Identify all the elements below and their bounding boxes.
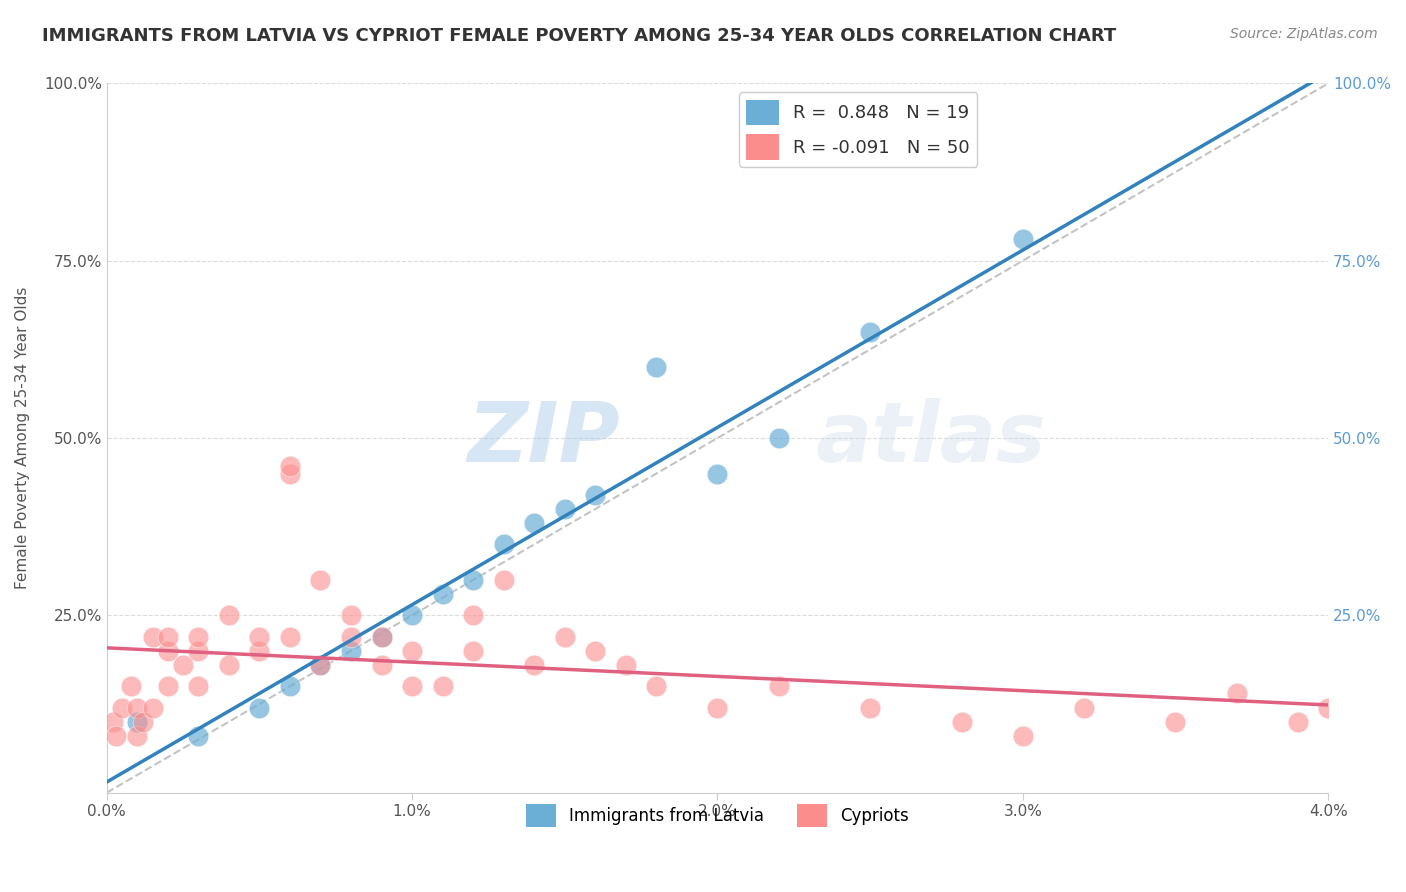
Point bbox=[370, 630, 392, 644]
Point bbox=[249, 700, 271, 714]
Point bbox=[401, 608, 423, 623]
Point bbox=[309, 573, 332, 587]
Point bbox=[1286, 714, 1309, 729]
Point bbox=[249, 644, 271, 658]
Point bbox=[768, 679, 790, 693]
Point bbox=[187, 644, 209, 658]
Point bbox=[249, 630, 271, 644]
Point bbox=[492, 537, 515, 551]
Point bbox=[401, 679, 423, 693]
Point bbox=[1225, 686, 1247, 700]
Point bbox=[187, 630, 209, 644]
Point bbox=[1317, 700, 1340, 714]
Point bbox=[859, 700, 882, 714]
Point bbox=[156, 630, 179, 644]
Point bbox=[104, 729, 127, 743]
Point bbox=[706, 467, 728, 481]
Point bbox=[583, 488, 606, 502]
Point bbox=[1011, 729, 1033, 743]
Point bbox=[583, 644, 606, 658]
Point bbox=[1073, 700, 1095, 714]
Point bbox=[111, 700, 134, 714]
Point bbox=[127, 714, 149, 729]
Point bbox=[156, 644, 179, 658]
Point bbox=[278, 459, 301, 474]
Point bbox=[187, 679, 209, 693]
Text: IMMIGRANTS FROM LATVIA VS CYPRIOT FEMALE POVERTY AMONG 25-34 YEAR OLDS CORRELATI: IMMIGRANTS FROM LATVIA VS CYPRIOT FEMALE… bbox=[42, 27, 1116, 45]
Point bbox=[1011, 232, 1033, 246]
Point bbox=[463, 608, 485, 623]
Point bbox=[127, 700, 149, 714]
Point bbox=[432, 587, 454, 601]
Point bbox=[309, 658, 332, 673]
Point bbox=[218, 658, 240, 673]
Point bbox=[278, 679, 301, 693]
Point bbox=[370, 658, 392, 673]
Point bbox=[187, 729, 209, 743]
Y-axis label: Female Poverty Among 25-34 Year Olds: Female Poverty Among 25-34 Year Olds bbox=[15, 287, 30, 590]
Point bbox=[768, 431, 790, 445]
Point bbox=[492, 573, 515, 587]
Point bbox=[859, 325, 882, 339]
Text: ZIP: ZIP bbox=[467, 398, 620, 478]
Point bbox=[278, 630, 301, 644]
Point bbox=[554, 502, 576, 516]
Point bbox=[172, 658, 194, 673]
Point bbox=[156, 679, 179, 693]
Point bbox=[950, 714, 973, 729]
Point bbox=[132, 714, 155, 729]
Point bbox=[101, 714, 124, 729]
Point bbox=[523, 658, 546, 673]
Point bbox=[432, 679, 454, 693]
Point bbox=[370, 630, 392, 644]
Point bbox=[340, 644, 363, 658]
Point bbox=[463, 573, 485, 587]
Point bbox=[127, 729, 149, 743]
Point bbox=[523, 516, 546, 530]
Legend: Immigrants from Latvia, Cypriots: Immigrants from Latvia, Cypriots bbox=[519, 797, 915, 834]
Point bbox=[142, 700, 165, 714]
Point bbox=[340, 630, 363, 644]
Point bbox=[142, 630, 165, 644]
Point bbox=[645, 679, 668, 693]
Point bbox=[463, 644, 485, 658]
Point bbox=[401, 644, 423, 658]
Point bbox=[706, 700, 728, 714]
Text: atlas: atlas bbox=[815, 398, 1046, 478]
Text: Source: ZipAtlas.com: Source: ZipAtlas.com bbox=[1230, 27, 1378, 41]
Point bbox=[614, 658, 637, 673]
Point bbox=[218, 608, 240, 623]
Point bbox=[309, 658, 332, 673]
Point bbox=[120, 679, 142, 693]
Point bbox=[554, 630, 576, 644]
Point bbox=[340, 608, 363, 623]
Point bbox=[645, 360, 668, 375]
Point bbox=[1164, 714, 1187, 729]
Point bbox=[278, 467, 301, 481]
